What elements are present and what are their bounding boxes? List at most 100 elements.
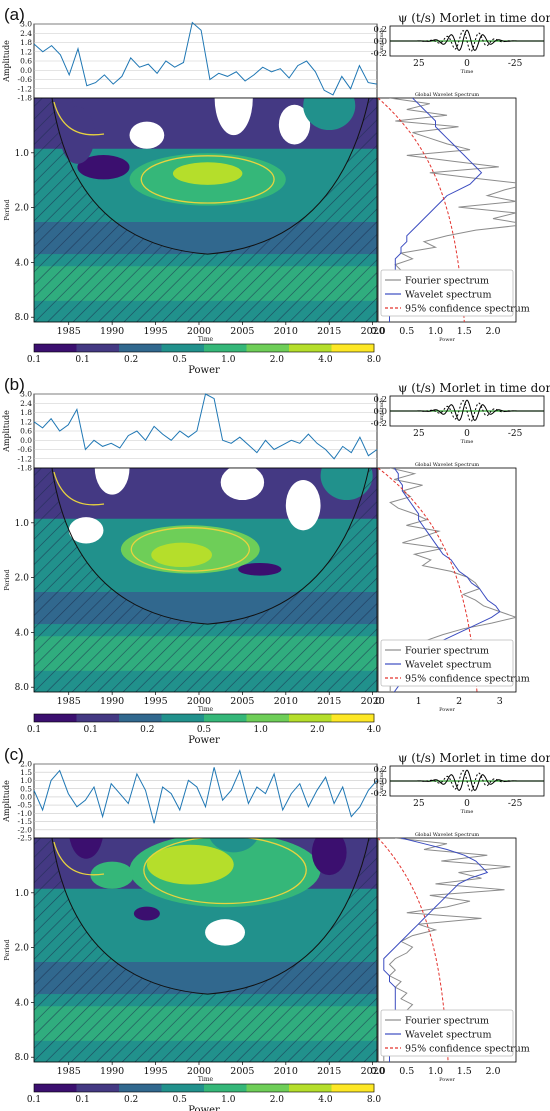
amplitude-series-plot: 3.02.41.81.20.60.0-0.6-1.2-1.8 Amplitude (2, 20, 378, 103)
amplitude-line (33, 767, 378, 824)
amplitude-tick-label: 1.2 (20, 417, 32, 426)
global-xlabel: Power (439, 337, 455, 343)
time-tick-label: 1995 (143, 1066, 167, 1077)
wavelet-power-blob (151, 542, 213, 568)
period-tick-label: 1.0 (15, 889, 30, 899)
period-tick-label: 2.0 (15, 204, 30, 214)
global-xtick-label: 0.0 (370, 326, 385, 337)
colorbar-swatch (76, 344, 120, 352)
cone-of-influence-hatch (34, 838, 377, 1062)
colorbar-tick-label: 4.0 (318, 355, 333, 365)
time-tick-label: 2015 (317, 1066, 341, 1077)
wavelet-power-blob (172, 162, 243, 185)
time-tick-label: 1990 (100, 1066, 124, 1077)
wavelet-power-blob (129, 121, 165, 149)
morlet-ytick-label: -0.2 (371, 49, 387, 59)
time-axis-label: Time (198, 1076, 214, 1083)
colorbar-swatch (204, 714, 247, 722)
period-tick-label: 8.0 (15, 683, 30, 693)
time-tick-label: 1985 (57, 696, 81, 707)
period-tick-label: 1.0 (15, 149, 30, 159)
amplitude-tick-label: 3.0 (20, 390, 32, 399)
amplitude-tick-label: -2.0 (18, 825, 33, 834)
morlet-xtick-label: -25 (508, 799, 523, 809)
morlet-imag-part (390, 29, 544, 53)
amplitude-line (33, 21, 378, 96)
global-xtick-label: 1.0 (428, 1066, 443, 1077)
wavelet-power-blob (60, 106, 95, 164)
colorbar-tick-label: 0.5 (173, 1095, 188, 1105)
cone-of-influence-line (51, 98, 370, 255)
cone-of-influence-line (51, 838, 370, 995)
morlet-title: ψ (t/s) Morlet in time domain (398, 751, 550, 765)
time-tick-label: 2000 (187, 696, 211, 707)
wavelet-power-blob (311, 838, 347, 876)
amplitude-tick-label: -0.6 (18, 445, 33, 454)
colorbar-swatch (246, 1084, 290, 1092)
time-tick-label: 2010 (274, 326, 298, 337)
morlet-xtick-label: 25 (413, 59, 425, 69)
colorbar: 0.1 0.1 0.2 0.5 1.0 2.0 4.0 8.0 Power (27, 343, 381, 376)
amplitude-tick-label: 2.0 (20, 760, 32, 769)
colorbar: 0.1 0.1 0.2 0.5 1.0 2.0 4.0 8.0 Power (27, 1083, 381, 1111)
wavelet-power-blob (77, 155, 130, 180)
global-spectrum-title: Global Wavelet Spectrum (415, 462, 480, 468)
global-xlabel: Power (439, 707, 455, 713)
legend-entry: 95% confidence spectrum (405, 304, 530, 315)
panel-b: (b)3.02.41.81.20.60.0-0.6-1.2-1.8Amplitu… (2, 375, 550, 746)
amplitude-tick-label: 0.0 (20, 66, 32, 75)
morlet-title: ψ (t/s) Morlet in time domain (398, 11, 550, 25)
colorbar-tick-label: 0.2 (124, 355, 138, 365)
colorbar-swatch (331, 344, 375, 352)
morlet-ytick-label: 0.2 (373, 25, 387, 35)
time-tick-label: 2005 (230, 326, 254, 337)
colorbar-swatch (161, 344, 205, 352)
colorbar-swatch (119, 1084, 162, 1092)
time-tick-label: 2005 (230, 1066, 254, 1077)
time-tick-label: 2020 (361, 326, 385, 337)
global-spectrum-plot: Global Wavelet Spectrum 0.0 0.5 1.0 1.5 2.0 Po… (370, 92, 529, 343)
morlet-ytick-label: -0.2 (371, 419, 387, 429)
time-tick-label: 1985 (57, 1066, 81, 1077)
colorbar-swatch (119, 714, 162, 722)
legend-entry: Wavelet spectrum (405, 660, 491, 671)
amplitude-axis-label: Amplitude (2, 780, 11, 823)
legend-box (380, 269, 514, 317)
colorbar-label: Power (188, 365, 220, 376)
colorbar-tick-label: 4.0 (318, 1095, 333, 1105)
wavelet-power-blob (214, 98, 253, 136)
amplitude-axes-frame (33, 763, 378, 839)
amplitude-tick-label: 2.4 (20, 29, 32, 38)
colorbar-tick-label: 0.1 (27, 355, 41, 365)
panel-a: (a)3.02.41.81.20.60.0-0.6-1.2-1.8Amplitu… (2, 5, 550, 376)
amplitude-tick-label: 0.6 (20, 57, 32, 66)
amplitude-series-plot: 2.01.51.00.50.0-0.5-1.0-1.5-2.0-2.5 Ampli… (2, 760, 378, 843)
colorbar-tick-label: 0.1 (84, 725, 98, 735)
period-axis-label: Period (3, 199, 11, 220)
morlet-xtick-label: -25 (508, 59, 523, 69)
morlet-ytick-label: 0.2 (373, 765, 387, 775)
legend-entry: 95% confidence spectrum (405, 1044, 530, 1055)
legend-entry: 95% confidence spectrum (405, 674, 530, 685)
colorbar-swatch (34, 714, 77, 722)
colorbar-swatch (76, 714, 120, 722)
legend-box (380, 1009, 514, 1057)
colorbar-tick-label: 0.1 (27, 725, 41, 735)
colorbar-tick-label: 2.0 (270, 355, 285, 365)
period-tick-label: 2.0 (15, 574, 30, 584)
wavelet-power-blob (285, 479, 321, 531)
colorbar-tick-label: 1.0 (221, 355, 236, 365)
period-tick-label: 8.0 (15, 1053, 30, 1063)
significance-contour (140, 155, 275, 204)
colorbar-frame (33, 343, 375, 353)
time-tick-label: 2015 (317, 326, 341, 337)
colorbar-swatch (34, 344, 77, 352)
legend-entry: Fourier spectrum (405, 276, 489, 287)
wavelet-contours (34, 838, 377, 1062)
morlet-xtick-label: 0 (464, 799, 470, 809)
amplitude-line (33, 393, 378, 460)
morlet-xtick-label: 25 (413, 429, 425, 439)
morlet-xlabel: Time (461, 809, 474, 815)
legend-box (380, 639, 514, 687)
global-xtick-label: 1.0 (428, 326, 443, 337)
